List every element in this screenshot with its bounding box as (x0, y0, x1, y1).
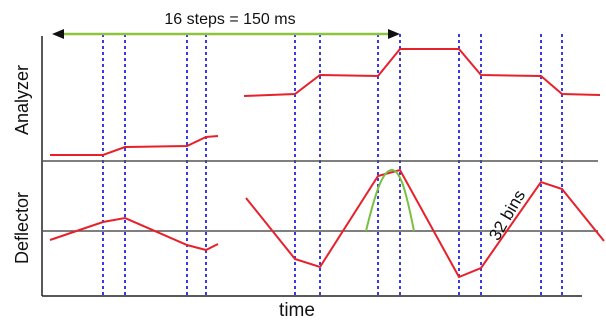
deflector-segment-1 (49, 216, 219, 252)
step-marker-lines (102, 34, 563, 295)
deflector-signal (49, 168, 605, 279)
span-label: 16 steps = 150 ms (164, 11, 295, 28)
analyzer-axis-label: Analyzer (12, 65, 32, 135)
deflector-axis-label: Deflector (12, 192, 32, 264)
time-axis-label: time (279, 300, 315, 321)
arrow-head-right (388, 29, 400, 39)
peak-curve (365, 168, 415, 232)
deflector-segment-2 (245, 168, 605, 279)
arrow-head-left (52, 29, 64, 39)
bins-label: 32 bins (485, 187, 529, 244)
analyzer-signal (50, 48, 601, 156)
analyzer-segment-1 (50, 135, 219, 156)
analyzer-segment-2 (243, 48, 601, 97)
span-arrow (52, 29, 400, 39)
